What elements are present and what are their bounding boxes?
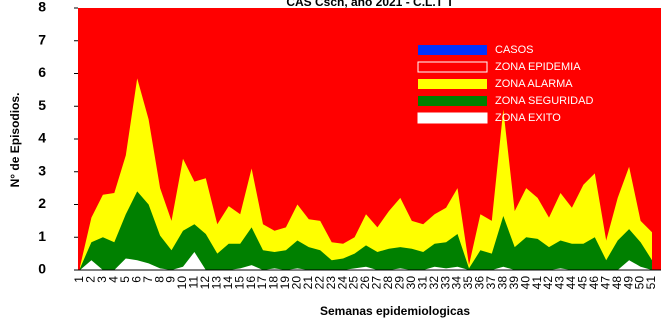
- x-tick-label: 10: [175, 276, 189, 290]
- x-tick-label: 41: [530, 276, 544, 290]
- x-tick-label: 25: [347, 276, 361, 290]
- x-tick-label: 43: [553, 276, 567, 290]
- legend-swatch: [417, 112, 488, 124]
- x-tick-label: 48: [610, 276, 624, 290]
- x-tick-label: 26: [358, 276, 372, 290]
- x-tick-label: 21: [301, 276, 315, 290]
- y-tick-label: 3: [38, 162, 46, 178]
- x-tick-label: 42: [541, 276, 555, 290]
- y-tick-label: 7: [38, 31, 46, 47]
- x-tick-label: 11: [187, 276, 201, 289]
- x-tick-label: 39: [507, 276, 521, 290]
- x-tick-label: 6: [129, 276, 143, 283]
- zone-area: [80, 252, 652, 270]
- x-tick-label: 16: [244, 276, 258, 290]
- x-tick-label: 17: [255, 276, 269, 290]
- x-tick-label: 9: [164, 276, 178, 283]
- x-tick-label: 32: [427, 276, 441, 290]
- y-tick-label: 0: [38, 261, 46, 277]
- x-axis-label: Semanas epidemiologicas: [320, 304, 470, 318]
- x-tick-label: 28: [381, 276, 395, 290]
- x-tick-label: 1: [72, 276, 86, 283]
- x-tick-label: 8: [152, 276, 166, 283]
- y-tick-label: 2: [38, 195, 46, 211]
- x-tick-label: 44: [564, 276, 578, 290]
- x-tick-label: 24: [335, 276, 349, 290]
- x-tick-label: 5: [118, 276, 132, 283]
- x-tick-label: 51: [644, 276, 658, 290]
- legend-swatch: [417, 61, 488, 73]
- y-tick-label: 4: [38, 130, 46, 146]
- x-tick-label: 3: [95, 276, 109, 283]
- x-tick-label: 23: [324, 276, 338, 290]
- x-tick-label: 18: [267, 276, 281, 290]
- x-tick-label: 40: [518, 276, 532, 290]
- x-tick-label: 4: [106, 276, 120, 283]
- x-tick-label: 27: [370, 276, 384, 290]
- x-tick-label: 12: [198, 276, 212, 290]
- x-tick-label: 34: [450, 276, 464, 290]
- legend-label: ZONA SEGURIDAD: [495, 95, 593, 107]
- legend-swatch: [418, 45, 487, 55]
- y-axis-label: N° de Episodios.: [8, 93, 22, 188]
- x-tick-label: 22: [312, 276, 326, 290]
- x-tick-label: 20: [290, 276, 304, 290]
- legend-swatch: [418, 96, 487, 106]
- x-tick-label: 38: [495, 276, 509, 290]
- legend-label: ZONA EXITO: [495, 112, 561, 124]
- x-tick-label: 33: [438, 276, 452, 290]
- x-tick-label: 47: [598, 276, 612, 290]
- x-tick-label: 49: [621, 276, 635, 290]
- x-tick-label: 31: [415, 276, 429, 290]
- zone-area: [80, 191, 652, 270]
- x-tick-label: 36: [473, 276, 487, 290]
- x-tick-label: 14: [221, 276, 235, 290]
- x-tick-label: 37: [484, 276, 498, 290]
- x-tick-label: 35: [461, 276, 475, 290]
- x-tick-label: 15: [232, 276, 246, 290]
- x-tick-label: 2: [84, 276, 98, 283]
- x-tick-label: 7: [141, 276, 155, 283]
- x-tick-label: 30: [404, 276, 418, 290]
- y-tick-label: 1: [38, 228, 46, 244]
- legend-label: ZONA ALARMA: [495, 78, 573, 90]
- x-tick-label: 19: [278, 276, 292, 290]
- zone-area: [80, 78, 652, 271]
- x-tick-label: 29: [392, 276, 406, 290]
- y-tick-label: 6: [38, 64, 46, 80]
- y-tick-label: 8: [38, 0, 46, 15]
- y-tick-label: 5: [38, 97, 46, 113]
- legend-label: ZONA EPIDEMIA: [495, 61, 581, 73]
- x-tick-label: 50: [633, 276, 647, 290]
- x-tick-label: 13: [209, 276, 223, 290]
- x-tick-label: 45: [576, 276, 590, 290]
- x-tick-label: 46: [587, 276, 601, 290]
- legend-label: CASOS: [495, 44, 534, 56]
- chart-title: CAS Csch, año 2021 - C.L.T T: [286, 0, 454, 9]
- legend-swatch: [418, 79, 487, 89]
